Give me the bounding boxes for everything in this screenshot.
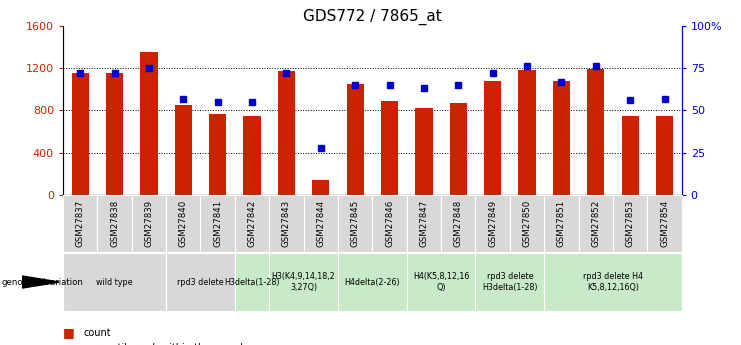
Bar [235,195,269,252]
Bar [476,195,510,252]
Bar [656,116,673,195]
Bar [519,70,536,195]
Bar [106,73,123,195]
Text: H3(K4,9,14,18,2
3,27Q): H3(K4,9,14,18,2 3,27Q) [272,272,336,292]
Text: genotype/variation: genotype/variation [1,277,83,287]
Bar [201,195,235,252]
Text: GSM27844: GSM27844 [316,200,325,247]
Bar [415,108,433,195]
Text: H4(K5,8,12,16
Q): H4(K5,8,12,16 Q) [413,272,469,292]
Bar [441,195,476,252]
Text: ■: ■ [63,342,75,345]
Text: rpd3 delete: rpd3 delete [177,277,224,287]
Polygon shape [22,276,59,288]
Bar [622,116,639,195]
Bar [235,253,269,311]
Bar [510,195,544,252]
Bar [312,180,330,195]
Text: GSM27838: GSM27838 [110,200,119,247]
Text: GSM27837: GSM27837 [76,200,84,247]
Text: GSM27851: GSM27851 [557,200,566,247]
Bar [269,253,338,311]
Bar [407,253,476,311]
Bar [140,52,158,195]
Bar [278,71,295,195]
Bar [544,195,579,252]
Bar [544,253,682,311]
Bar [63,253,166,311]
Text: ■: ■ [63,326,75,339]
Bar [97,195,132,252]
Bar [338,195,373,252]
Text: GSM27840: GSM27840 [179,200,187,247]
Bar [209,114,226,195]
Bar [587,69,605,195]
Text: percentile rank within the sample: percentile rank within the sample [84,344,249,345]
Text: GSM27845: GSM27845 [350,200,359,247]
Text: GSM27841: GSM27841 [213,200,222,247]
Text: H4delta(2-26): H4delta(2-26) [345,277,400,287]
Bar [381,101,398,195]
Bar [553,81,570,195]
Text: GSM27848: GSM27848 [453,200,463,247]
Bar [132,195,166,252]
Text: GSM27847: GSM27847 [419,200,428,247]
Bar [166,195,201,252]
Text: rpd3 delete H4
K5,8,12,16Q): rpd3 delete H4 K5,8,12,16Q) [583,272,643,292]
Text: GSM27843: GSM27843 [282,200,291,247]
Bar [450,103,467,195]
Text: H3delta(1-28): H3delta(1-28) [225,277,280,287]
Text: GSM27854: GSM27854 [660,200,669,247]
Bar [613,195,648,252]
Bar [338,253,407,311]
Bar [304,195,338,252]
Bar [579,195,613,252]
Text: GSM27849: GSM27849 [488,200,497,247]
Text: GSM27853: GSM27853 [625,200,634,247]
Bar [373,195,407,252]
Text: wild type: wild type [96,277,133,287]
Text: GSM27850: GSM27850 [522,200,531,247]
Text: GSM27839: GSM27839 [144,200,153,247]
Text: GSM27842: GSM27842 [247,200,256,247]
Bar [648,195,682,252]
Bar [476,253,544,311]
Bar [269,195,304,252]
Text: GSM27846: GSM27846 [385,200,394,247]
Bar [63,195,97,252]
Bar [175,105,192,195]
Text: GSM27852: GSM27852 [591,200,600,247]
Bar [72,73,89,195]
Bar [484,81,501,195]
Text: rpd3 delete
H3delta(1-28): rpd3 delete H3delta(1-28) [482,272,538,292]
Text: count: count [84,328,111,338]
Bar [407,195,441,252]
Title: GDS772 / 7865_at: GDS772 / 7865_at [303,8,442,24]
Bar [166,253,235,311]
Bar [244,116,261,195]
Bar [347,84,364,195]
